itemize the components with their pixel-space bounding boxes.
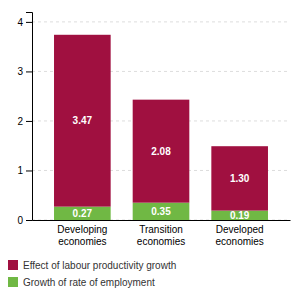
bar [211,211,268,220]
tick: Developingeconomies [57,220,107,247]
tick: 0 [17,215,32,226]
tick-label-line: Developed [216,224,264,235]
tick: 2 [17,116,32,127]
legend-item: Effect of labour productivity growth [8,260,176,271]
grid-line [32,21,290,22]
legend: Effect of labour productivity growth Grow… [8,260,176,288]
x-axis: DevelopingeconomiesTransitioneconomiesDe… [33,220,291,247]
bar [54,35,111,207]
data-label: 1.30 [230,173,250,184]
tick-label: 2 [17,116,23,127]
axis-line [26,13,33,221]
tick-mark [26,170,32,171]
tick-label: Developingeconomies [57,224,107,247]
axis-line [33,220,291,221]
legend-label: Growth of rate of employment [23,277,155,288]
data-label: 2.08 [151,146,171,157]
grid [32,22,290,220]
legend-item: Growth of rate of employment [8,277,155,288]
tick: Transitioneconomies [137,220,185,247]
tick-label: 4 [17,17,23,28]
y-axis: 0 1 2 3 4 [17,13,32,226]
chart: 0.270.350.193.472.081.3001234Developinge… [0,0,300,300]
tick: 1 [17,165,32,176]
tick-mark [26,22,32,23]
legend-swatch [8,277,18,287]
bar [133,100,190,203]
tick: Developedeconomies [215,220,263,247]
legend-swatch [8,260,18,270]
data-label: 0.27 [73,208,93,219]
bar [54,207,111,220]
tick-label-line: economies [137,236,185,247]
tick-label-line: Developing [57,224,107,235]
tick: 3 [17,66,32,77]
tick-mark [26,71,32,72]
data-label: 0.19 [230,210,250,221]
tick-label: 0 [17,215,23,226]
tick-label-line: economies [215,236,263,247]
plot: 0.270.350.193.472.081.3001234Developinge… [17,13,290,247]
bar [133,203,190,220]
bar [211,146,268,210]
tick-label: Developedeconomies [215,224,263,247]
data-label: 3.47 [73,115,93,126]
tick: 4 [17,17,32,28]
tick-mark [26,121,32,122]
tick-label-line: Transition [139,224,183,235]
data-label: 0.35 [151,206,171,217]
data-labels: 0.27 0.35 0.19 3.47 2.08 1.30 [73,115,250,221]
series [54,35,268,211]
tick-label: Transitioneconomies [137,224,185,247]
bars [54,35,268,220]
legend-label: Effect of labour productivity growth [23,260,176,271]
tick-mark [26,220,32,221]
tick-label: 1 [17,165,23,176]
tick-label: 3 [17,66,23,77]
tick-label-line: economies [58,236,106,247]
